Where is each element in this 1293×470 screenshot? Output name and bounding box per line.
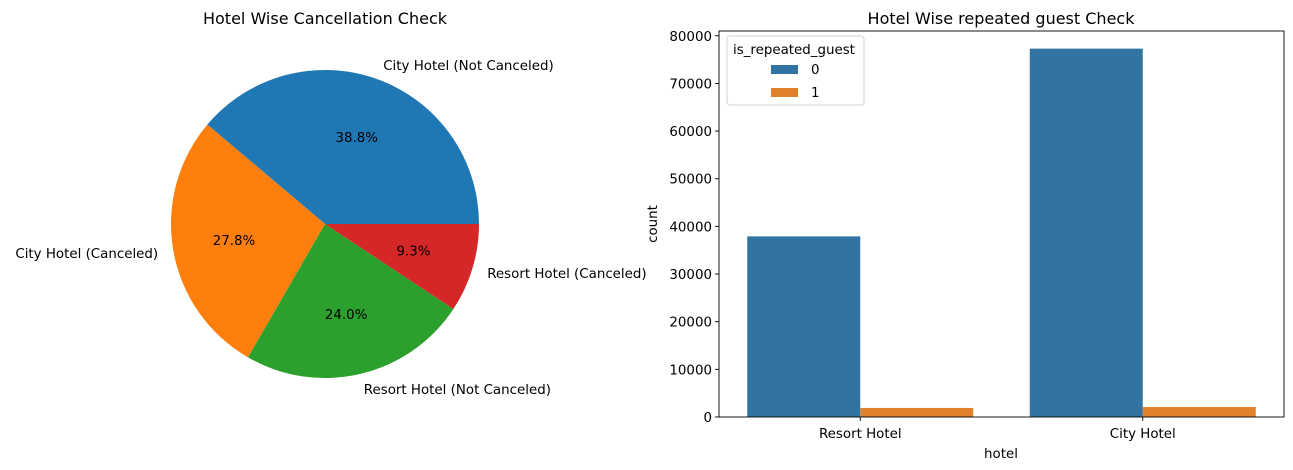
- y-tick-label: 70000: [669, 77, 712, 92]
- pie-slice-label: City Hotel (Not Canceled): [383, 59, 554, 74]
- y-tick-label: 30000: [669, 268, 712, 283]
- pie-slice: [325, 224, 479, 310]
- pie-slice-label: Resort Hotel (Not Canceled): [364, 383, 551, 398]
- legend-swatch-0: [771, 65, 798, 74]
- y-tick-label: 0: [703, 411, 712, 426]
- pie-slice-label: City Hotel (Canceled): [15, 247, 158, 262]
- pie-pct-label: 38.8%: [335, 131, 378, 146]
- legend-label-0: 0: [811, 63, 820, 78]
- pie-pct-label: 27.8%: [213, 234, 256, 249]
- x-tick-label: Resort Hotel: [819, 427, 902, 442]
- legend-title: is_repeated_guest: [733, 43, 855, 58]
- bar: [1029, 48, 1143, 417]
- y-tick-label: 60000: [669, 125, 712, 140]
- pie-title: Hotel Wise Cancellation Check: [203, 9, 448, 28]
- y-tick-label: 50000: [669, 173, 712, 188]
- y-tick-label: 40000: [669, 220, 712, 235]
- bar-chart: Hotel Wise repeated guest Check 0 10000 20…: [646, 9, 1285, 462]
- pie-pct-label: 24.0%: [325, 308, 368, 323]
- y-tick-label: 80000: [669, 30, 712, 45]
- x-axis-label: hotel: [984, 447, 1018, 462]
- y-axis-label: count: [646, 205, 661, 243]
- bar: [860, 407, 974, 417]
- pie-slice-label: Resort Hotel (Canceled): [487, 267, 646, 282]
- legend-label-1: 1: [811, 86, 820, 101]
- pie-chart: Hotel Wise Cancellation Check 38.8% City …: [15, 9, 646, 398]
- y-tick-label: 10000: [669, 363, 712, 378]
- x-axis-ticks: Resort Hotel City Hotel: [819, 417, 1176, 442]
- y-axis-ticks: 0 10000 20000 30000 40000 50000 60000 70000 8000…: [669, 30, 719, 426]
- bars: [747, 48, 1256, 417]
- pie-slice: [248, 224, 454, 379]
- plot-frame: [718, 30, 1285, 418]
- legend-swatch-1: [771, 88, 798, 97]
- bar: [747, 236, 861, 417]
- pie-slices: 38.8% City Hotel (Not Canceled) 27.8% City …: [15, 59, 646, 398]
- pie-slice: [170, 124, 325, 358]
- bar-title: Hotel Wise repeated guest Check: [868, 9, 1136, 28]
- legend: is_repeated_guest 0 1: [726, 35, 865, 106]
- x-tick-label: City Hotel: [1110, 427, 1176, 442]
- y-tick-label: 20000: [669, 316, 712, 331]
- pie-pct-label: 9.3%: [396, 245, 430, 260]
- pie-slice: [207, 69, 479, 224]
- bar: [1142, 406, 1256, 417]
